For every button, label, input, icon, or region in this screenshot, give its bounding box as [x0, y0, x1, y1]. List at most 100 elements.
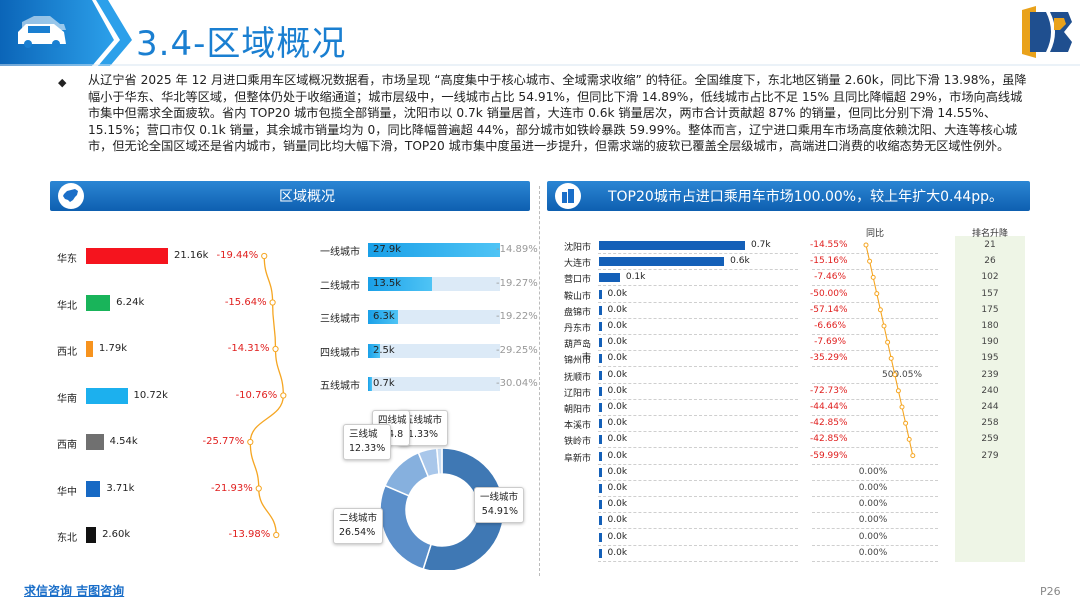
city-yoy-label: -50.00% [810, 288, 848, 299]
city-bar [599, 273, 620, 283]
city-yoy-label: 0.00% [858, 515, 888, 526]
city-name: 阜新市 [563, 453, 591, 464]
city-yoy-point [888, 355, 894, 361]
row-divider [598, 382, 798, 384]
city-yoy-label: 500.05% [881, 369, 923, 380]
region-yoy-point [280, 392, 287, 399]
region-value: 1.79k [98, 343, 127, 354]
row-divider [812, 447, 938, 449]
row-divider [598, 560, 798, 562]
city-value: 0.0k [607, 434, 628, 445]
city-bar [599, 370, 602, 380]
rank-column-bg [955, 236, 1025, 562]
row-divider [598, 496, 798, 497]
city-yoy-label: -15.16% [810, 256, 848, 267]
city-value: 0.0k [607, 304, 628, 315]
city-bar [599, 322, 602, 331]
city-yoy-point [895, 388, 901, 394]
region-bar [86, 434, 104, 450]
city-name: 鞍山市 [563, 291, 591, 302]
row-divider [598, 431, 798, 433]
page-title: 3.4-区域概况 [136, 24, 347, 64]
city-yoy-label: -42.85% [810, 434, 848, 445]
region-yoy-point [269, 299, 276, 306]
row-divider [598, 334, 798, 335]
panel-divider [539, 186, 540, 576]
city-value: 0.0k [607, 466, 628, 477]
row-divider [812, 496, 938, 497]
row-divider [812, 463, 938, 465]
region-yoy-label: -10.76% [235, 389, 278, 401]
city-yoy-point [903, 420, 909, 426]
row-divider [812, 398, 938, 400]
tier-bar-track [368, 310, 500, 324]
region-bar [86, 527, 97, 543]
donut-label-tier3: 三线城 12.33% [343, 424, 392, 460]
city-yoy-point [870, 274, 876, 280]
tier-bar-track [368, 343, 500, 358]
city-bar [599, 435, 602, 445]
region-yoy-point [261, 252, 268, 260]
footer-link[interactable]: 求信咨询 吉图咨询 [24, 584, 125, 598]
region-value: 2.60k [102, 529, 131, 540]
region-label: 华北 [57, 300, 77, 312]
city-yoy-point [881, 323, 887, 329]
region-yoy-label: -19.44% [216, 250, 259, 261]
row-divider [812, 512, 938, 514]
region-value: 21.16k [174, 250, 209, 261]
tier-label: 三线城市 [320, 314, 360, 325]
region-label: 东北 [57, 533, 77, 544]
city-bar [599, 241, 745, 250]
city-building-icon [555, 183, 581, 209]
city-value: 0.6k [730, 256, 750, 267]
city-bar [599, 532, 602, 542]
tier-value: 2.5k [373, 344, 395, 356]
right-panel-header: TOP20城市占进口乘用车市场100.00%，较上年扩大0.44pp。 [547, 181, 1030, 211]
region-bar [86, 294, 111, 311]
city-value: 0.1k [625, 272, 646, 283]
city-name: 沈阳市 [563, 243, 591, 253]
region-yoy-label: -15.64% [224, 296, 267, 308]
city-bar [599, 289, 602, 299]
city-name: 辽阳市 [563, 388, 591, 399]
tier-bar [368, 377, 372, 391]
city-rank: 102 [981, 272, 999, 283]
city-value: 0.0k [607, 483, 628, 493]
city-name: 锦州市 [563, 356, 591, 367]
tier-value: 27.9k [373, 244, 402, 255]
row-divider [812, 301, 938, 303]
city-rank: 157 [981, 288, 999, 299]
row-divider [598, 366, 798, 368]
city-rank: 279 [981, 450, 999, 461]
region-yoy-label: -13.98% [228, 529, 271, 540]
city-yoy-label: -42.85% [810, 418, 848, 429]
city-name: 铁岭市 [563, 437, 591, 448]
tier-bar [368, 276, 432, 291]
tier-bar [368, 243, 500, 257]
tier-yoy-label: -29.25% [496, 344, 538, 356]
city-value: 0.0k [607, 515, 628, 526]
city-name: 抚顺市 [563, 372, 591, 383]
row-divider [812, 350, 938, 352]
city-yoy-label: -7.69% [814, 337, 846, 348]
city-rank: 240 [981, 385, 999, 396]
city-rank: 190 [981, 337, 999, 348]
city-yoy-point [863, 242, 869, 248]
tier-bar [368, 343, 380, 358]
city-name: 营口市 [563, 275, 591, 286]
city-bar [599, 403, 602, 412]
city-bar [599, 257, 725, 267]
city-value: 0.0k [607, 385, 628, 396]
region-yoy-point [272, 345, 279, 353]
row-divider [812, 560, 938, 562]
city-bar [599, 451, 602, 461]
tier-yoy-label: -14.89% [496, 244, 538, 255]
city-bar [599, 338, 602, 348]
region-value: 10.72k [133, 389, 168, 401]
region-label: 华东 [57, 254, 77, 265]
tier-value: 6.3k [373, 311, 395, 322]
city-value: 0.0k [607, 353, 628, 364]
city-bar [599, 500, 602, 510]
row-divider [598, 285, 798, 287]
row-divider [812, 479, 938, 481]
